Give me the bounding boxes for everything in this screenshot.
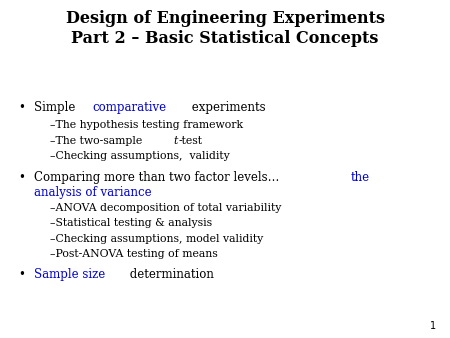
Text: Design of Engineering Experiments
Part 2 – Basic Statistical Concepts: Design of Engineering Experiments Part 2…	[66, 10, 384, 47]
Text: Simple: Simple	[34, 101, 79, 114]
Text: comparative: comparative	[92, 101, 166, 114]
Text: –Checking assumptions, model validity: –Checking assumptions, model validity	[50, 234, 263, 244]
Text: -test: -test	[179, 136, 202, 146]
Text: t: t	[173, 136, 177, 146]
Text: Comparing more than two factor levels…: Comparing more than two factor levels…	[34, 171, 279, 184]
Text: –ANOVA decomposition of total variability: –ANOVA decomposition of total variabilit…	[50, 202, 281, 213]
Text: •: •	[18, 171, 25, 184]
Text: 1: 1	[430, 321, 436, 331]
Text: –The hypothesis testing framework: –The hypothesis testing framework	[50, 120, 243, 130]
Text: –Statistical testing & analysis: –Statistical testing & analysis	[50, 218, 212, 228]
Text: •: •	[18, 268, 25, 281]
Text: –Checking assumptions,  validity: –Checking assumptions, validity	[50, 151, 229, 161]
Text: analysis of variance: analysis of variance	[34, 186, 151, 199]
Text: •: •	[18, 101, 25, 114]
Text: Sample size: Sample size	[34, 268, 105, 281]
Text: experiments: experiments	[188, 101, 265, 114]
Text: the: the	[351, 171, 369, 184]
Text: –The two-sample: –The two-sample	[50, 136, 145, 146]
Text: determination: determination	[126, 268, 214, 281]
Text: –Post-ANOVA testing of means: –Post-ANOVA testing of means	[50, 249, 217, 259]
